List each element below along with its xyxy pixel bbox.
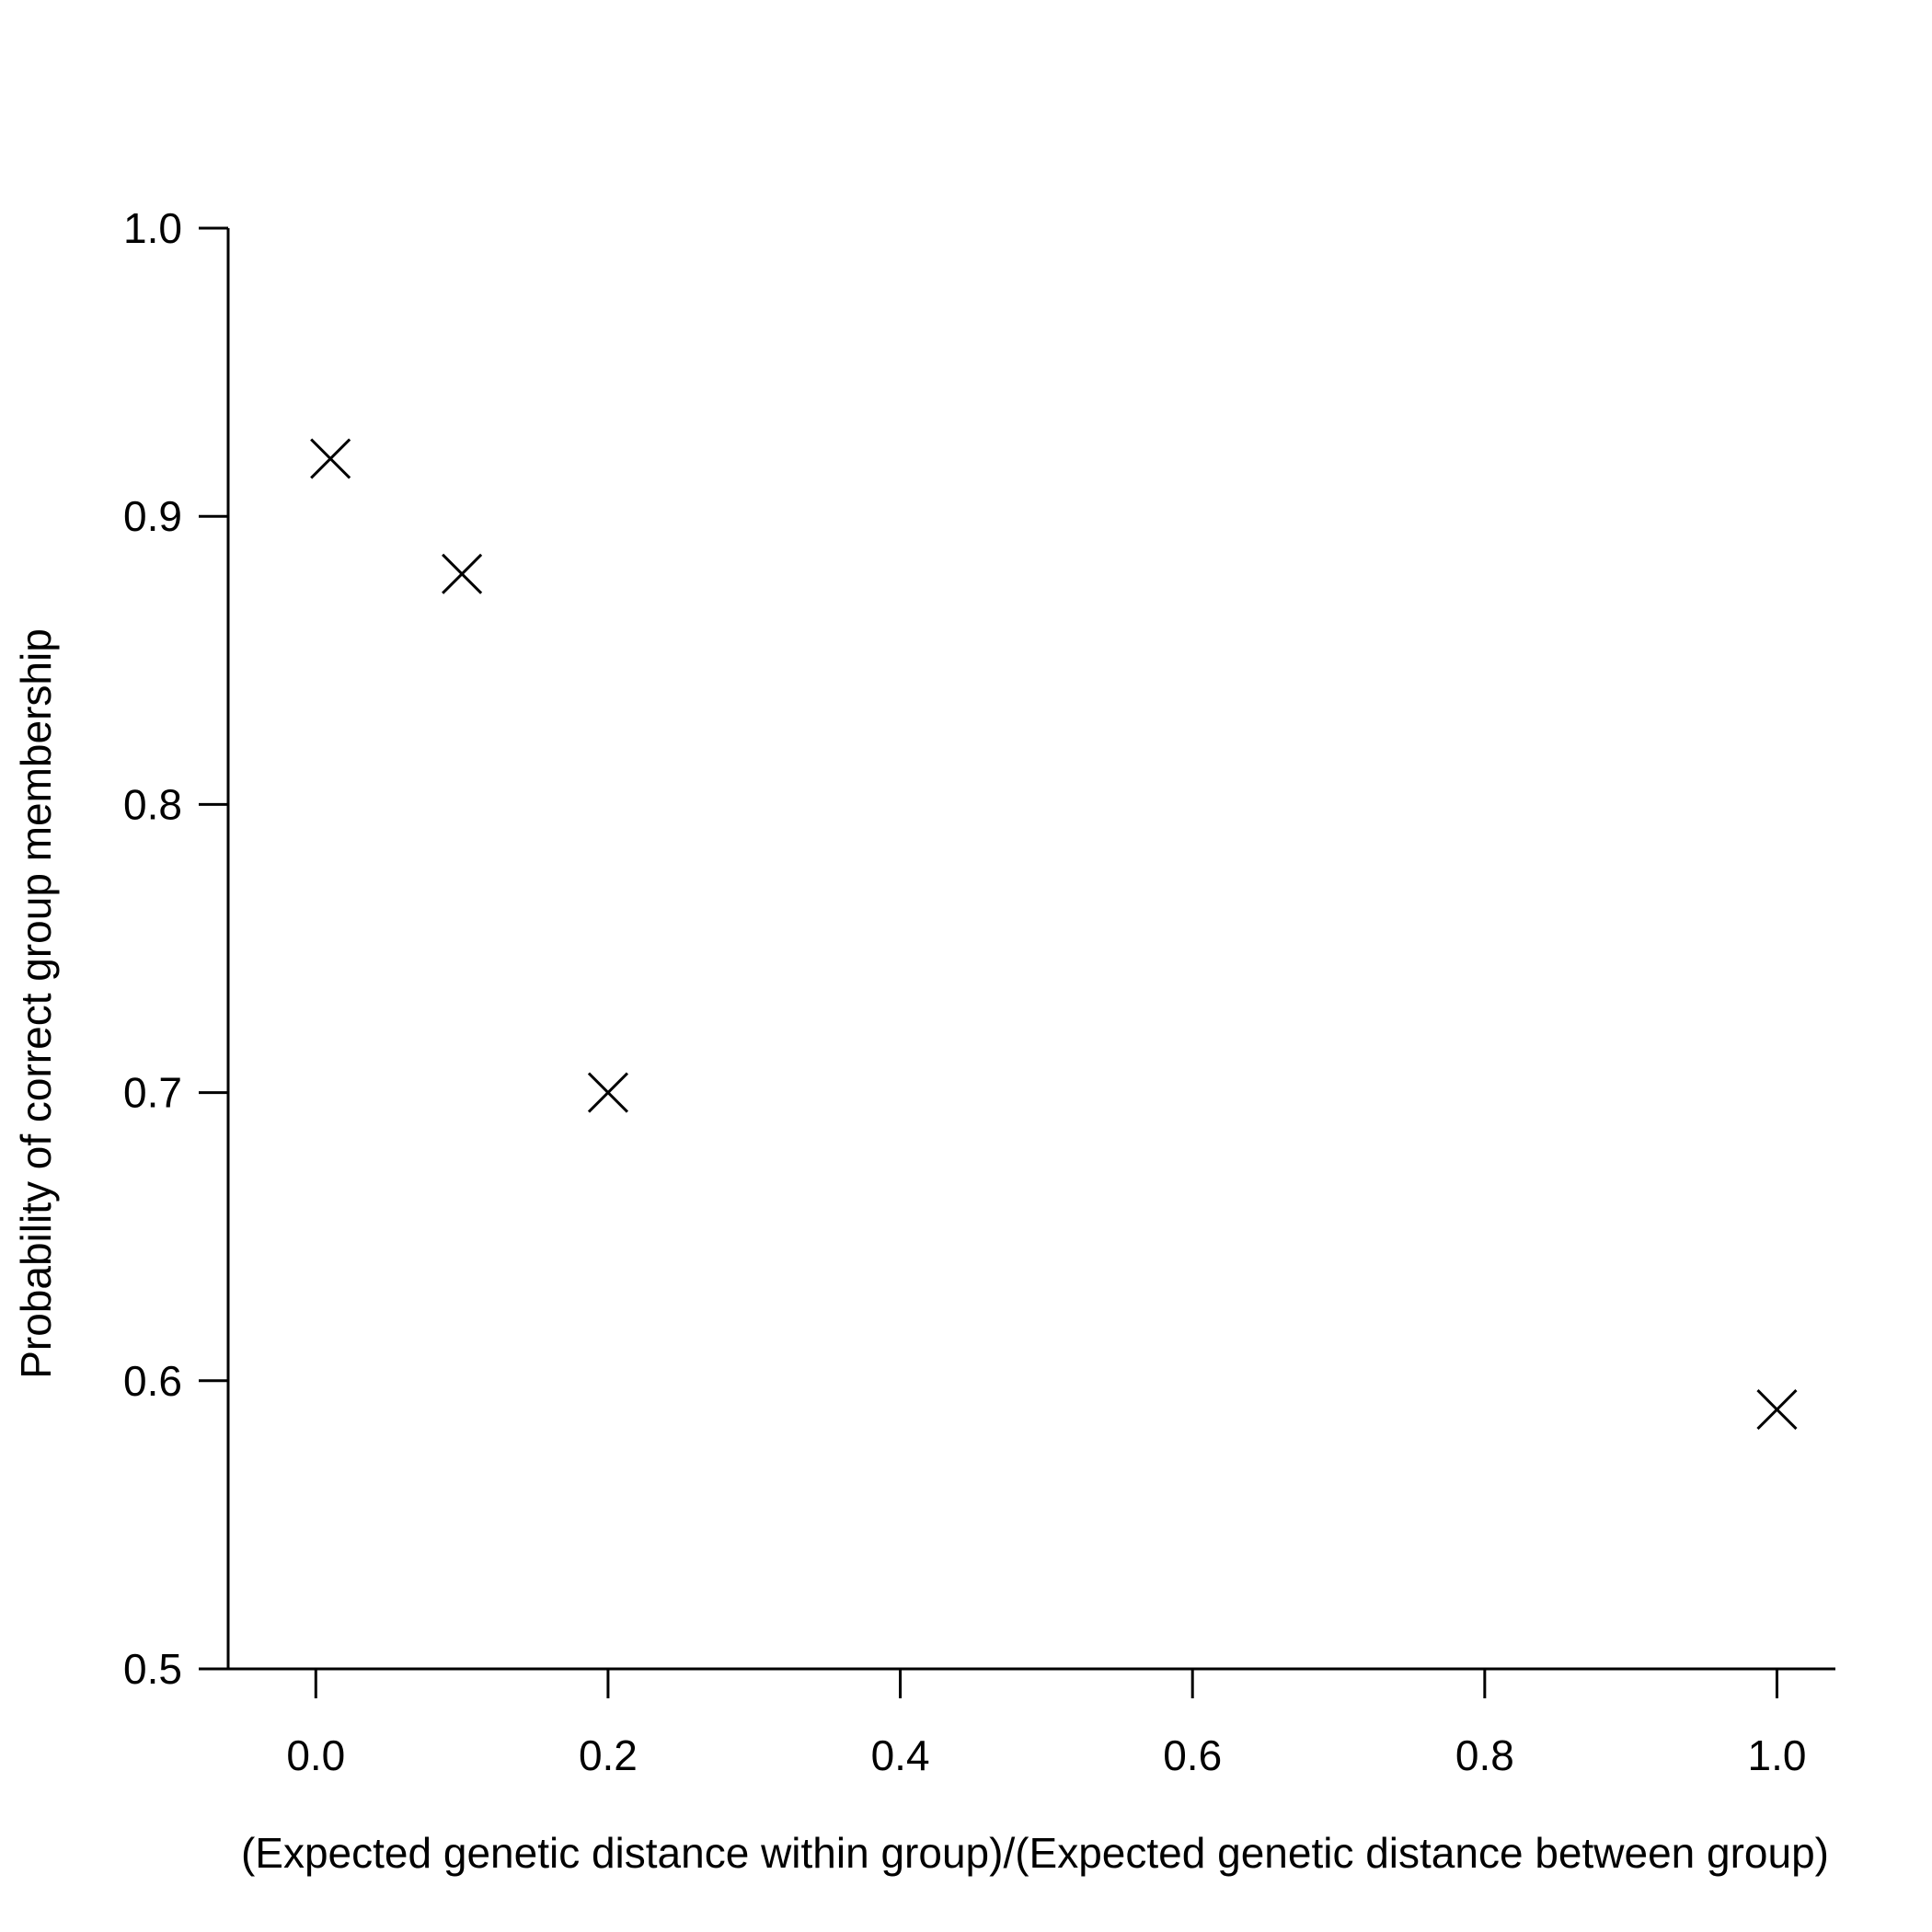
x-tick-label-5: 1.0 [1747,1731,1806,1779]
data-points [310,438,1798,1431]
y-tick-label-1: 0.6 [123,1357,182,1405]
axes [226,228,1835,1671]
y-tick-label-0: 0.5 [123,1645,182,1693]
y-tick-label-5: 1.0 [123,204,182,252]
x-axis-ticks: 0.0 0.2 0.4 0.6 0.8 1.0 [286,1669,1806,1779]
y-axis-ticks: 0.5 0.6 0.7 0.8 0.9 1.0 [123,204,228,1693]
x-tick-label-0: 0.0 [286,1731,345,1779]
data-point-0 [310,438,351,479]
y-axis-title: Probability of correct group membership [12,628,60,1379]
data-point-1 [442,553,483,594]
x-axis-title: (Expected genetic distance within group)… [241,1829,1829,1877]
x-tick-label-4: 0.8 [1455,1731,1514,1779]
y-tick-label-3: 0.8 [123,780,182,828]
y-tick-label-2: 0.7 [123,1069,182,1117]
data-point-3 [1756,1389,1798,1431]
x-tick-label-1: 0.2 [579,1731,638,1779]
data-point-2 [587,1072,628,1113]
x-tick-label-2: 0.4 [871,1731,930,1779]
y-tick-label-4: 0.9 [123,492,182,540]
x-tick-label-3: 0.6 [1163,1731,1222,1779]
